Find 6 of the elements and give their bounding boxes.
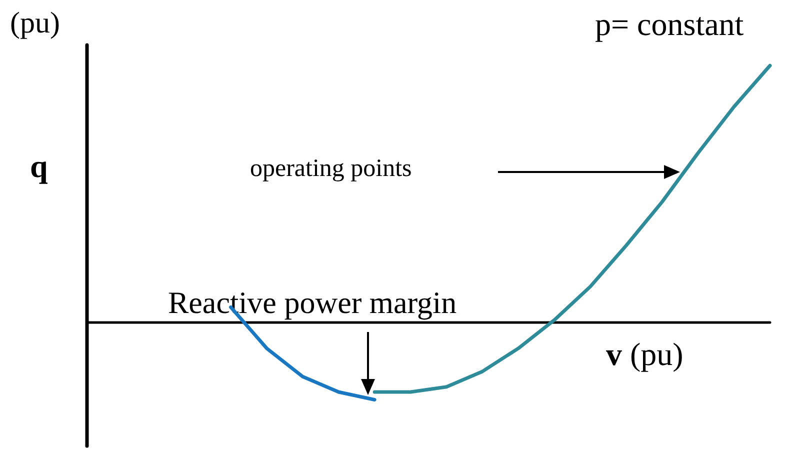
y-axis-title: q bbox=[30, 148, 48, 184]
x-axis-title: v (pu) bbox=[606, 336, 684, 372]
annotation: Reactive power margin bbox=[168, 285, 458, 320]
text: (pu) bbox=[10, 6, 60, 40]
annotation: operating points bbox=[250, 155, 412, 182]
text: p= constant bbox=[595, 6, 744, 42]
